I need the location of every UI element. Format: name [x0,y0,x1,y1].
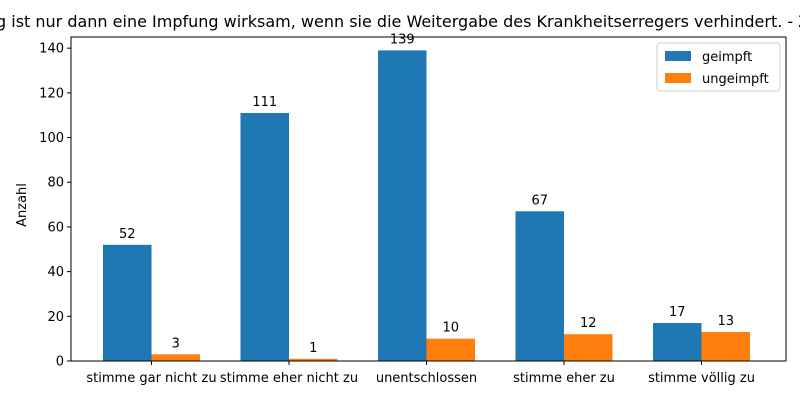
bar-ungeimpft-3 [564,334,613,361]
y-tick-label: 100 [39,131,64,146]
y-axis-label: Anzahl [15,183,30,227]
chart-title: Eine Impfung ist nur dann eine Impfung w… [0,12,800,31]
y-tick-label: 40 [47,265,64,280]
data-label: 13 [717,314,734,329]
bar-geimpft-1 [240,112,289,361]
bar-geimpft-2 [378,50,427,362]
legend-swatch-ungeimpft [665,73,691,83]
y-tick-label: 120 [39,86,64,101]
data-label: 12 [580,316,597,331]
data-label: 139 [390,32,415,47]
x-tick-label: stimme gar nicht zu [86,371,216,386]
legend-swatch-geimpft [665,51,691,61]
data-label: 17 [669,305,686,320]
bar-ungeimpft-2 [426,338,475,361]
bar-geimpft-0 [103,244,152,361]
y-tick-label: 140 [39,42,64,57]
y-tick-label: 80 [47,176,64,191]
bar-ungeimpft-1 [289,358,338,361]
y-tick-label: 20 [47,310,64,325]
plot-area: 0 20 40 60 80 100 120 140 stimme gar nicht zu 52 3… [39,32,755,386]
x-tick-label: stimme eher nicht zu [220,371,358,386]
x-tick-label: unentschlossen [376,371,477,386]
data-label: 111 [252,95,277,110]
bar-geimpft-3 [515,211,564,361]
data-label: 10 [442,321,459,336]
y-tick-label: 0 [56,355,64,370]
bar-ungeimpft-0 [151,354,200,361]
x-tick-label: stimme eher zu [513,371,615,386]
bar-ungeimpft-4 [701,331,750,361]
data-label: 67 [531,193,548,208]
legend: geimpft ungeimpft [656,42,781,92]
data-label: 52 [119,227,136,242]
data-label: 3 [172,336,180,351]
axes-frame [70,36,787,362]
data-label: 1 [309,341,317,356]
bar-geimpft-4 [653,323,702,361]
legend-label-ungeimpft: ungeimpft [702,72,769,87]
x-tick-label: stimme völlig zu [648,371,755,386]
legend-label-geimpft: geimpft [702,50,752,65]
y-tick-label: 60 [47,220,64,235]
